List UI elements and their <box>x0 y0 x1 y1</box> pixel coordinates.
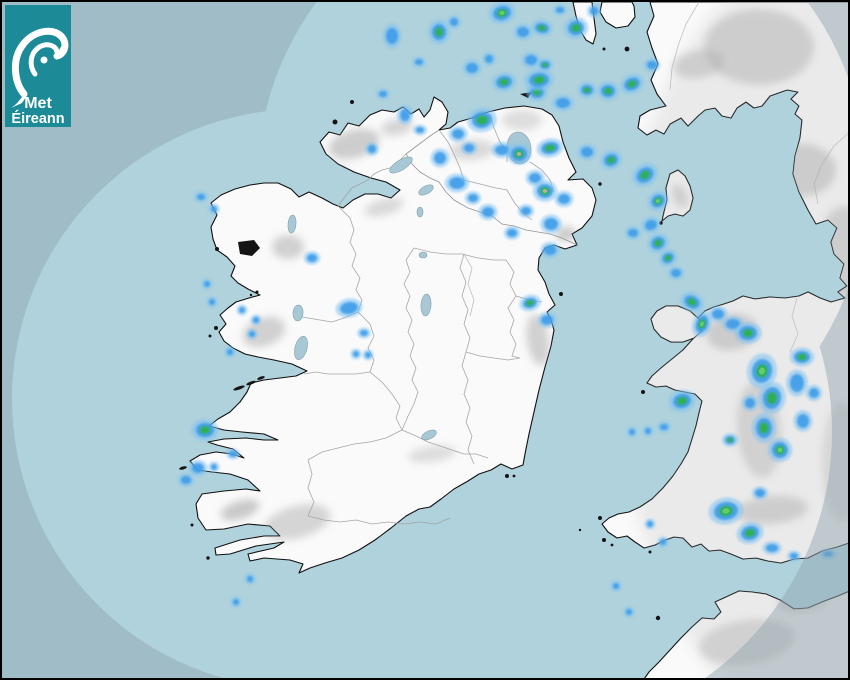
met-eireann-logo: Met Éireann <box>5 5 71 127</box>
hurricane-swirl-icon <box>11 27 69 108</box>
arran-island <box>599 2 636 29</box>
rain-radar-overlay <box>177 2 837 618</box>
county-borders <box>297 2 848 525</box>
logo-text-met: Met <box>24 95 52 112</box>
offshore-islets <box>179 46 663 621</box>
logo-text-eireann: Éireann <box>11 110 64 127</box>
